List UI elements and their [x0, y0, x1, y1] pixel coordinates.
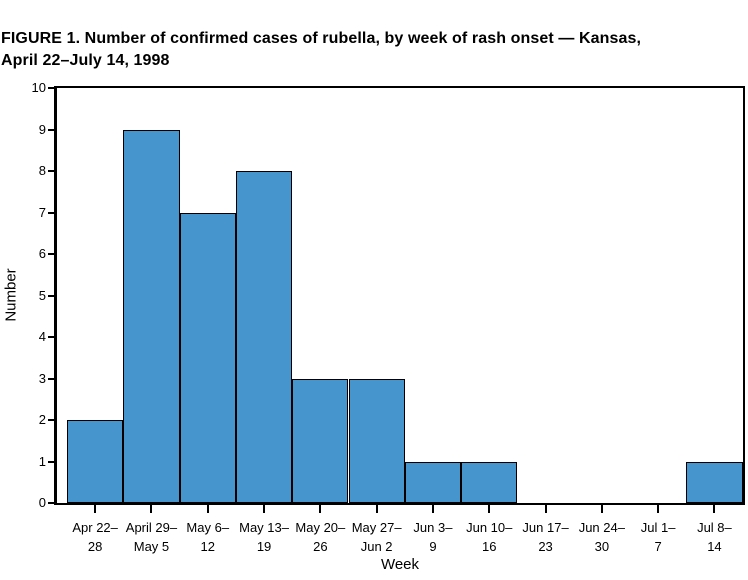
- y-tick-mark: [48, 253, 57, 255]
- y-tick-mark: [48, 170, 57, 172]
- x-tick-label-line2: 7: [654, 539, 662, 554]
- x-tick-mark: [431, 505, 434, 513]
- y-tick-label: 3: [38, 370, 46, 386]
- bar: [179, 212, 236, 503]
- y-tick-mark: [48, 211, 57, 214]
- y-tick-mark: [48, 294, 57, 297]
- x-tick-label-line1: May 13–: [239, 520, 289, 535]
- x-axis-title: Week: [380, 556, 420, 573]
- x-tick-label-line1: Jun 24–: [578, 520, 625, 535]
- x-tick-label: Jun 24– 30: [557, 518, 647, 556]
- y-tick-label: 8: [38, 163, 46, 178]
- x-tick-mark: [488, 505, 491, 513]
- x-tick-label-line2: 14: [707, 539, 722, 554]
- x-tick-label-line1: April 29–: [125, 520, 178, 535]
- y-tick-label: 9: [38, 121, 46, 137]
- x-tick-label: May 27– Jun 2: [332, 518, 422, 556]
- x-tick-label-line1: Apr 22–: [72, 520, 118, 535]
- bar: [686, 461, 743, 503]
- x-tick-label-line2: 26: [313, 539, 328, 554]
- x-tick-label-line2: 28: [87, 539, 103, 554]
- y-tick-mark: [48, 336, 57, 338]
- bar: [123, 129, 180, 503]
- x-tick-label: Apr 22– 28: [50, 518, 140, 556]
- x-tick-mark: [319, 505, 322, 513]
- x-tick-label-line1: Jun 17–: [522, 520, 569, 535]
- x-tick-label: Jun 10– 16: [444, 518, 534, 556]
- x-tick-label-line2: 19: [256, 539, 272, 554]
- y-tick-label: 0: [38, 495, 46, 510]
- x-tick-mark: [150, 505, 153, 513]
- x-tick-mark: [713, 505, 716, 513]
- y-tick-label: 2: [38, 412, 46, 427]
- y-tick-mark: [48, 419, 57, 421]
- x-tick-mark: [375, 505, 378, 513]
- x-tick-label-line2: 12: [200, 539, 215, 554]
- x-tick-label-line1: May 20–: [295, 520, 346, 535]
- x-tick-label-line1: May 27–: [351, 520, 402, 535]
- x-tick-mark: [600, 505, 603, 513]
- x-tick-label: Jul 1– 7: [613, 518, 703, 556]
- y-tick-mark: [48, 128, 57, 131]
- x-tick-label: May 6– 12: [163, 518, 253, 556]
- bar: [292, 378, 349, 503]
- y-tick-mark: [48, 502, 57, 504]
- x-tick-label-line2: 9: [429, 539, 437, 554]
- bar: [404, 461, 462, 503]
- x-tick-mark: [206, 505, 209, 513]
- x-tick-label-line2: 16: [482, 539, 497, 554]
- x-tick-label-line1: Jul 8–: [697, 520, 732, 535]
- y-tick-mark: [48, 460, 57, 463]
- bar: [235, 171, 293, 503]
- x-tick-label-line2: 23: [538, 539, 553, 554]
- y-tick-mark: [48, 87, 57, 89]
- x-tick-label: May 20– 26: [275, 518, 365, 556]
- x-tick-label-line1: Jul 1–: [640, 520, 676, 535]
- figure-title: FIGURE 1. Number of confirmed cases of r…: [1, 28, 641, 72]
- x-tick-mark: [263, 505, 266, 513]
- x-tick-label-line2: 30: [594, 539, 610, 554]
- y-tick-label: 1: [38, 453, 46, 469]
- x-tick-label-line2: May 5: [133, 539, 170, 554]
- x-tick-label-line1: Jun 3–: [413, 520, 453, 535]
- y-tick-label: 5: [38, 287, 46, 303]
- x-tick-label: May 13– 19: [219, 518, 309, 556]
- figure-title-line2: April 22–July 14, 1998: [1, 52, 170, 69]
- y-axis-title: Number: [2, 268, 20, 322]
- y-tick-label: 4: [38, 329, 46, 344]
- x-tick-label: Jun 3– 9: [388, 518, 478, 556]
- figure-title-line1: FIGURE 1. Number of confirmed cases of r…: [1, 30, 642, 47]
- y-tick-label: 7: [38, 204, 46, 220]
- x-tick-label: Jun 17– 23: [501, 518, 591, 556]
- x-tick-label-line2: Jun 2: [360, 539, 393, 554]
- y-tick-mark: [48, 377, 57, 380]
- x-tick-mark: [94, 505, 97, 513]
- bar: [461, 461, 518, 503]
- x-tick-label: April 29– May 5: [106, 518, 196, 556]
- y-tick-label: 10: [31, 80, 46, 95]
- x-tick-mark: [544, 505, 547, 513]
- x-tick-label-line1: Jun 10–: [466, 520, 513, 535]
- x-tick-label-line1: May 6–: [186, 520, 230, 535]
- x-tick-mark: [657, 505, 660, 513]
- y-tick-label: 6: [38, 246, 46, 261]
- bar: [348, 378, 405, 503]
- x-tick-label: Jul 8– 14: [669, 518, 748, 556]
- bar: [67, 420, 124, 503]
